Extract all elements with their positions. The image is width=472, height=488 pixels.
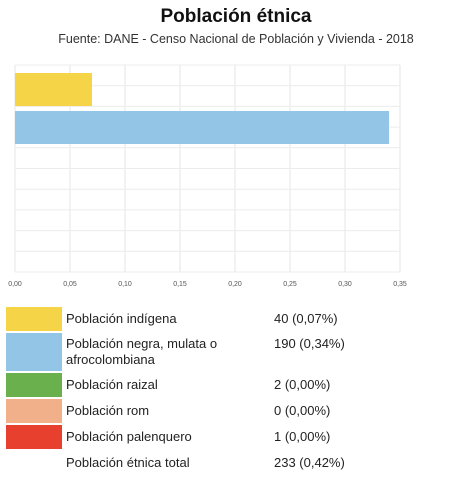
chart-subtitle: Fuente: DANE - Censo Nacional de Poblaci… [58,32,414,46]
legend-value: 40 (0,07%) [274,311,338,326]
legend-label: Población rom [66,403,150,418]
legend-label: Población indígena [66,311,177,326]
legend-value: 2 (0,00%) [274,377,331,392]
legend-swatch [6,333,62,371]
legend-swatch [6,373,62,397]
x-tick-label: 0,10 [118,281,132,288]
legend-swatch [6,425,62,449]
bar-chart: 0,00 0,05 0,10 0,15 0,20 0,25 0,30 0,35 [8,64,407,288]
legend-swatch [6,307,62,331]
bar [15,73,92,106]
x-tick-label: 0,00 [8,281,22,288]
chart-title: Población étnica [160,6,312,27]
legend-item-rom: Población rom 0 (0,00%) [6,399,466,423]
legend-value: 233 (0,42%) [274,455,345,470]
legend-value: 0 (0,00%) [274,403,331,418]
legend-label: Población étnica total [66,455,190,470]
legend-swatch [6,399,62,423]
x-tick-label: 0,05 [63,281,77,288]
bar [15,111,389,144]
legend-item-total: Población étnica total 233 (0,42%) [6,451,466,475]
legend-label: Población raizal [66,377,158,392]
legend-item-indigena: Población indígena 40 (0,07%) [6,307,466,331]
legend-value: 1 (0,00%) [274,429,331,444]
x-tick-label: 0,20 [228,281,242,288]
x-tick-label: 0,25 [283,281,297,288]
legend-label: Población palenquero [66,429,192,444]
legend-item-raizal: Población raizal 2 (0,00%) [6,373,466,397]
legend-swatch [6,451,62,475]
legend-value: 190 (0,34%) [274,336,345,351]
x-tick-label: 0,15 [173,281,187,288]
legend-item-palenquero: Población palenquero 1 (0,00%) [6,425,466,449]
legend-item-afrocolombiana: Población negra, mulata o afrocolombiana… [6,333,466,371]
x-tick-label: 0,30 [338,281,352,288]
legend-label: Población negra, mulata o afrocolombiana [66,336,218,367]
x-tick-label: 0,35 [393,281,407,288]
